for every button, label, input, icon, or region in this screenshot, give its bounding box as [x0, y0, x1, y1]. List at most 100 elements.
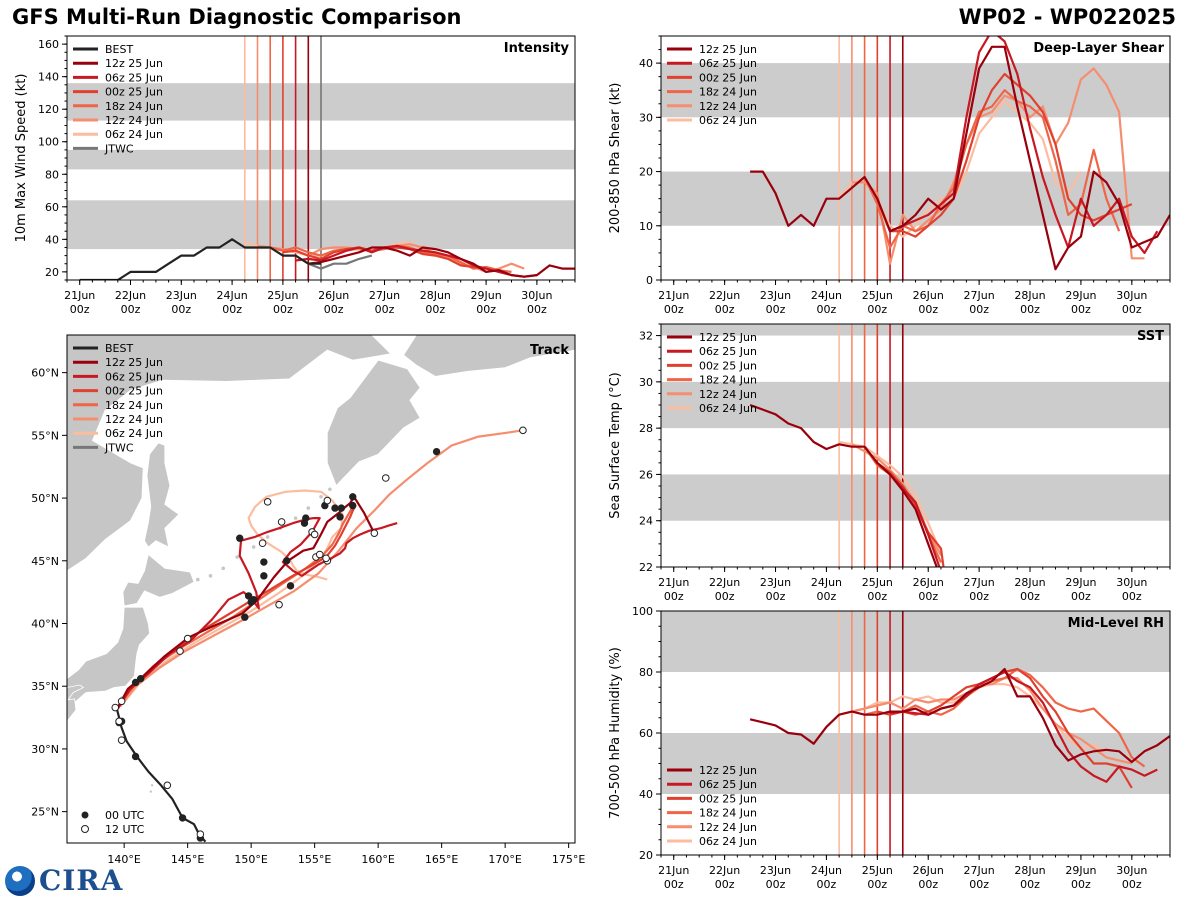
rh-xtick-hour-1: 00z — [715, 878, 735, 891]
sst-xtick-hour-3: 00z — [817, 590, 837, 603]
track-marker-12utc — [117, 697, 126, 706]
intensity-series-best — [79, 238, 321, 280]
intensity-xtick-hour-4: 00z — [273, 303, 293, 316]
legend-label-18z-24-jun: 18z 24 Jun — [699, 374, 757, 387]
intensity-xtick-day-2: 23Jun — [166, 289, 197, 302]
intensity-xtick-hour-2: 00z — [171, 303, 191, 316]
legend-label-12z-24-jun: 12z 24 Jun — [699, 821, 757, 834]
intensity-xtick-day-0: 21Jun — [64, 289, 95, 302]
shear-band-0 — [661, 171, 1170, 226]
legend-label-12z-24-jun: 12z 24 Jun — [105, 114, 163, 127]
intensity-series-12z-25-jun — [308, 246, 575, 278]
legend-label-06z-24-jun: 06z 24 Jun — [699, 402, 757, 415]
storm-id-title: WP02 - WP022025 — [958, 5, 1176, 29]
track-marker-12utc — [163, 781, 172, 790]
rh-xtick-hour-0: 00z — [664, 878, 684, 891]
track-ytick-label-30: 30°N — [31, 743, 59, 756]
kuril-island-0 — [195, 576, 201, 583]
track-marker-12utc — [277, 518, 286, 526]
sst-xtick-day-8: 29Jun — [1065, 576, 1096, 589]
shear-xtick-day-0: 21Jun — [658, 289, 689, 302]
track-marker-12utc — [183, 634, 192, 643]
track-marker-00utc — [286, 582, 295, 590]
shear-xtick-hour-2: 00z — [766, 303, 786, 316]
rh-xtick-day-5: 26Jun — [913, 864, 944, 877]
shear-ytick-label-0: 0 — [646, 274, 653, 287]
rh-xtick-day-0: 21Jun — [658, 864, 689, 877]
track-xtick-label-170: 170°E — [488, 853, 521, 866]
shear-band-1 — [661, 63, 1170, 118]
rh-ytick-label-40: 40 — [639, 788, 653, 801]
legend-label-00z-25-jun: 00z 25 Jun — [105, 86, 163, 99]
sst-xtick-hour-6: 00z — [969, 590, 989, 603]
intensity-plot-area — [67, 36, 575, 280]
mainland-asia — [67, 335, 392, 572]
marker-legend-00utc-symbol — [81, 811, 89, 819]
legend-label-06z-25-jun: 06z 25 Jun — [699, 57, 757, 70]
track-marker-12utc — [323, 496, 332, 505]
panel-track: 140°E 145°E 150°E 155°E 160°E 165°E 170°E 175°E… — [31, 334, 585, 866]
shear-ytick-label-20: 20 — [639, 166, 653, 179]
rh-xtick-hour-8: 00z — [1071, 878, 1091, 891]
shear-xtick-day-8: 29Jun — [1065, 289, 1096, 302]
intensity-xtick-hour-6: 00z — [375, 303, 395, 316]
panel-shear: 01020304021Jun00z22Jun00z23Jun00z24Jun00… — [608, 35, 1171, 316]
figure-title: GFS Multi-Run Diagnostic Comparison — [12, 5, 462, 29]
legend-label-12z-25-jun: 12z 25 Jun — [699, 764, 757, 777]
cira-logo-text: CIRA — [39, 864, 124, 897]
shear-xtick-hour-4: 00z — [867, 303, 887, 316]
track-marker-00utc — [241, 613, 249, 621]
track-xtick-label-140: 140°E — [107, 853, 140, 866]
sst-band-2 — [661, 324, 1170, 336]
sst-xtick-day-1: 22Jun — [709, 576, 740, 589]
intensity-xtick-hour-7: 00z — [425, 303, 445, 316]
sakhalin — [144, 442, 180, 548]
sst-ytick-label-24: 24 — [639, 515, 653, 528]
small-island-3 — [148, 789, 153, 794]
track-marker-12utc — [275, 600, 283, 609]
track-marker-12utc — [322, 554, 330, 563]
kamchatka — [326, 359, 421, 487]
track-marker-00utc — [432, 447, 441, 456]
track-marker-00utc — [337, 504, 346, 512]
shear-series-12z-24-jun — [851, 67, 1145, 265]
marker-legend-12utc-symbol — [81, 825, 89, 833]
rh-xtick-day-4: 25Jun — [862, 864, 893, 877]
shear-plot-area — [661, 36, 1170, 280]
shear-xtick-day-9: 30Jun — [1116, 289, 1147, 302]
track-xtick-label-175: 175°E — [552, 853, 585, 866]
track-marker-00utc — [302, 514, 310, 522]
sst-ytick-label-30: 30 — [639, 376, 653, 389]
intensity-title: Intensity — [504, 41, 570, 56]
intensity-xtick-hour-0: 00z — [70, 303, 90, 316]
hokkaido — [122, 553, 195, 607]
panel-sst: 22242628303221Jun00z22Jun00z23Jun00z24Ju… — [608, 323, 1171, 603]
track-marker-12utc — [381, 474, 390, 482]
legend-label-best: BEST — [105, 43, 133, 56]
sst-ytick-label-22: 22 — [639, 561, 653, 574]
rh-series-18z-24-jun — [864, 667, 1146, 768]
sst-xtick-day-7: 28Jun — [1014, 576, 1045, 589]
shear-series-06z-25-jun — [889, 36, 1159, 254]
track-marker-00utc — [131, 752, 140, 761]
track-marker-00utc — [244, 592, 253, 600]
noaa-globe-icon — [5, 866, 35, 896]
sst-xtick-day-4: 25Jun — [862, 576, 893, 589]
sst-xtick-day-6: 27Jun — [964, 576, 995, 589]
rh-series-12z-25-jun — [749, 667, 1170, 764]
legend-label-06z-24-jun: 06z 24 Jun — [105, 128, 163, 141]
track-ytick-label-50: 50°N — [31, 492, 59, 505]
intensity-xtick-day-9: 30Jun — [521, 289, 552, 302]
track-ytick-label-25: 25°N — [31, 806, 59, 819]
rh-xtick-day-7: 28Jun — [1014, 864, 1045, 877]
kuril-island-10 — [327, 486, 333, 492]
intensity-ytick-label-40: 40 — [45, 233, 59, 246]
legend-label-12z-24-jun: 12z 24 Jun — [105, 413, 163, 426]
sst-xtick-day-2: 23Jun — [760, 576, 791, 589]
intensity-ytick-label-140: 140 — [38, 71, 59, 84]
shear-xtick-day-2: 23Jun — [760, 289, 791, 302]
shear-ylabel: 200-850 hPa Shear (kt) — [608, 83, 623, 234]
legend-label-18z-24-jun: 18z 24 Jun — [105, 100, 163, 113]
